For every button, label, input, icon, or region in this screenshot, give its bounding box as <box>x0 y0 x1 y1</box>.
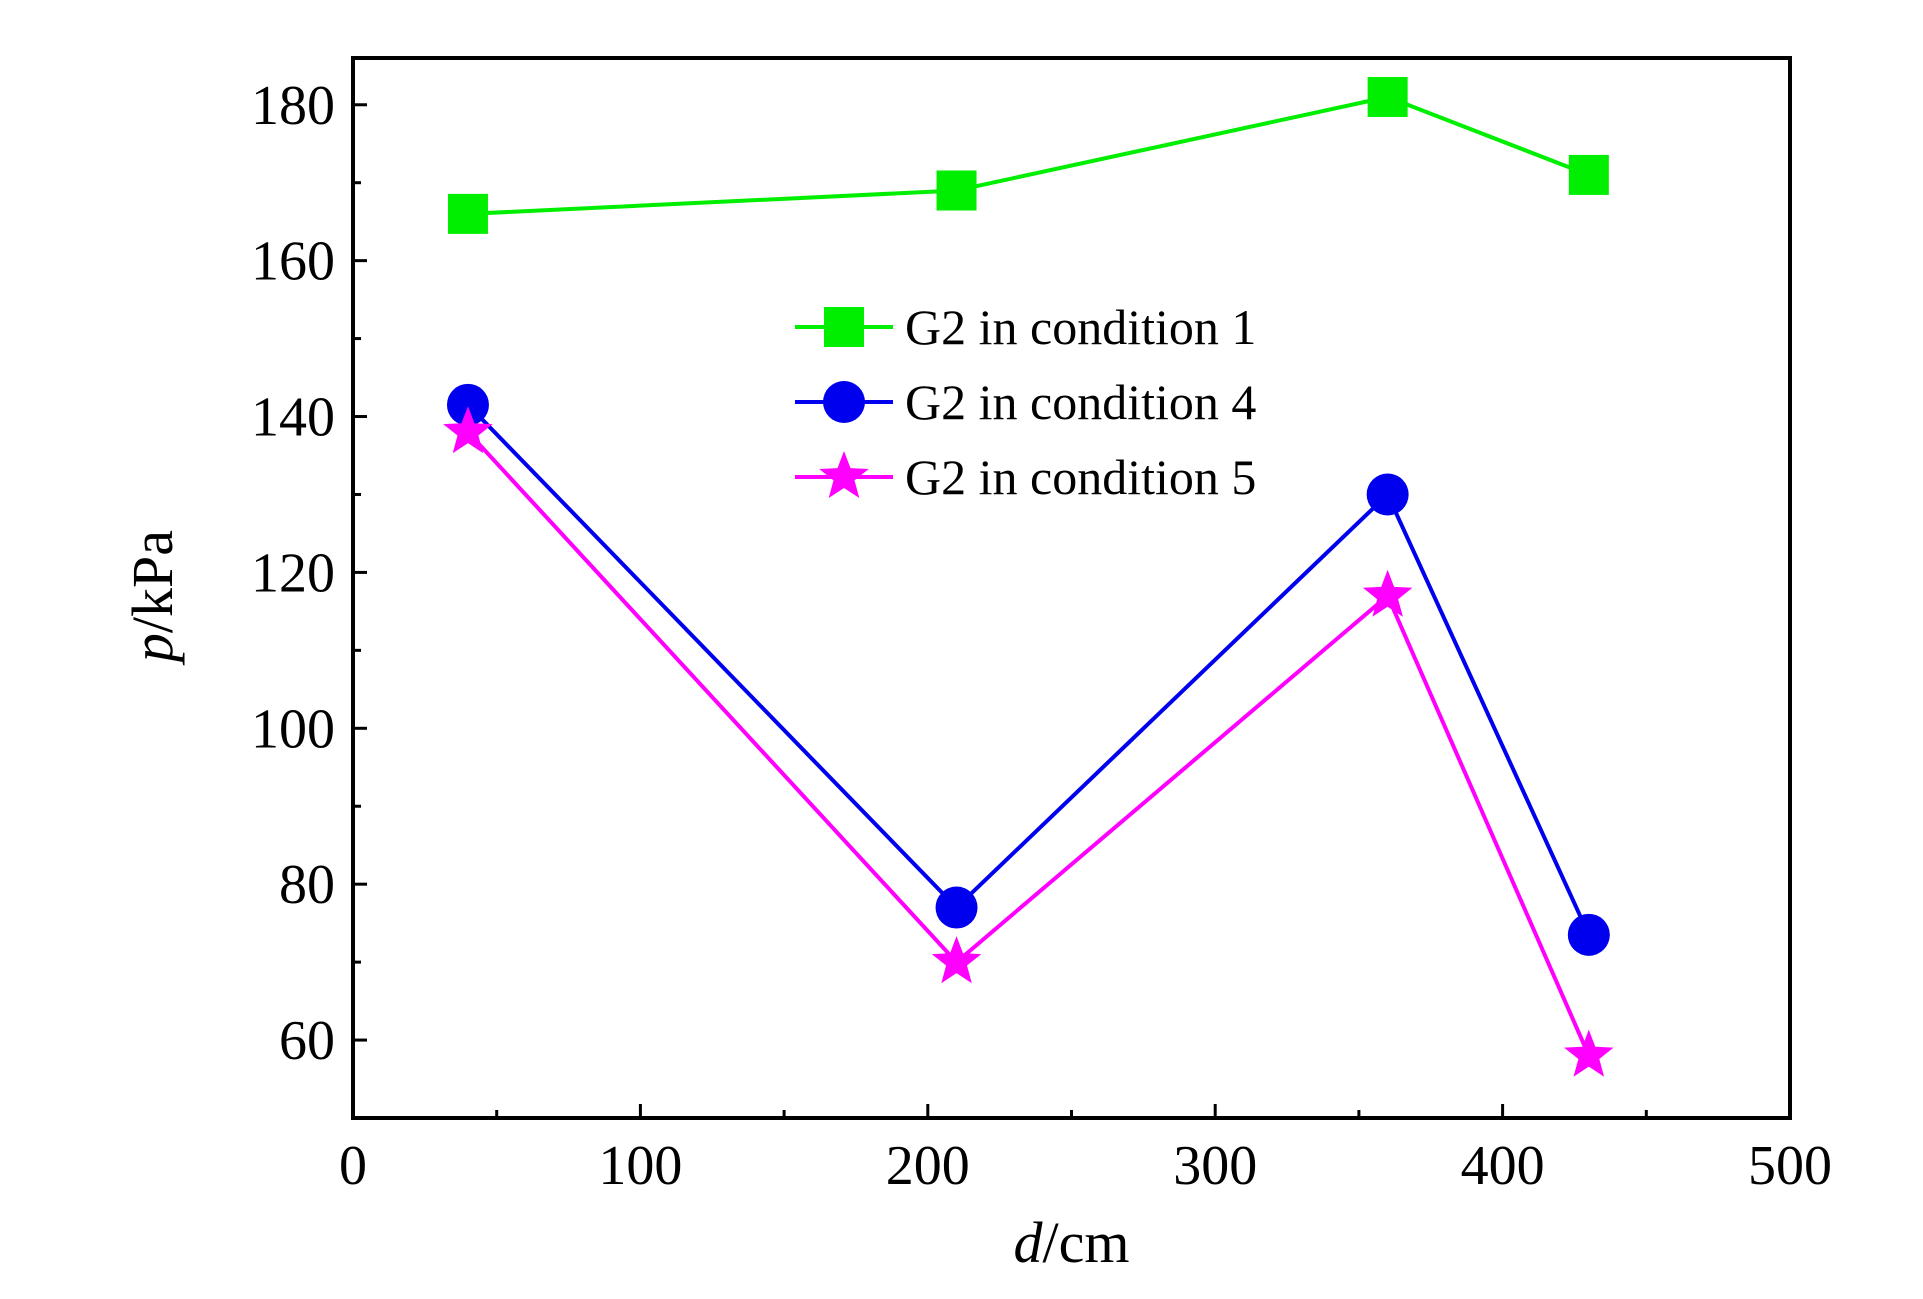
data-point <box>1568 154 1609 195</box>
y-axis-title: p/kPa <box>120 530 185 666</box>
legend-item: G2 in condition 1 <box>795 299 1256 355</box>
x-tick-label: 400 <box>1461 1135 1545 1197</box>
data-point <box>446 383 489 426</box>
x-tick-label: 100 <box>598 1135 682 1197</box>
series-line <box>467 94 1590 216</box>
y-tick-label: 160 <box>251 231 335 293</box>
legend-item: G2 in condition 4 <box>795 374 1256 430</box>
data-point <box>447 193 488 234</box>
legend-marker <box>824 307 864 347</box>
data-point <box>931 936 982 984</box>
data-point <box>1564 1029 1614 1077</box>
series-2 <box>446 383 1610 956</box>
plot-frame <box>351 56 1792 1120</box>
y-tick-label: 100 <box>251 698 335 760</box>
y-tick-label: 180 <box>251 75 335 137</box>
data-point <box>1366 473 1409 516</box>
y-tick-label: 140 <box>251 387 335 449</box>
x-tick-label: 200 <box>886 1135 970 1197</box>
legend-label: G2 in condition 4 <box>905 374 1256 430</box>
legend-label: G2 in condition 5 <box>905 449 1256 505</box>
data-point <box>1362 569 1413 617</box>
series-3 <box>443 406 1614 1077</box>
legend-marker <box>819 451 869 498</box>
data-point <box>443 406 493 454</box>
y-axis-title-variable: p <box>120 633 185 666</box>
x-tick-label: 300 <box>1173 1135 1257 1197</box>
legend-marker <box>823 381 865 423</box>
legend: G2 in condition 1 G2 in condition 4 G2 in … <box>795 299 1256 505</box>
y-tick-label: 120 <box>251 542 335 604</box>
series-line <box>466 403 1591 936</box>
x-tick-label: 0 <box>339 1135 367 1197</box>
data-point <box>936 170 977 211</box>
x-axis-title-unit: /cm <box>1043 1210 1130 1275</box>
x-axis-title: d/cm <box>1014 1210 1130 1275</box>
legend-label: G2 in condition 1 <box>905 299 1256 355</box>
x-tick-label: 500 <box>1748 1135 1832 1197</box>
series-1 <box>447 76 1609 234</box>
legend-item: G2 in condition 5 <box>795 449 1256 505</box>
data-point <box>1567 913 1610 956</box>
y-tick-label: 60 <box>279 1010 335 1072</box>
data-point <box>935 886 978 929</box>
y-tick-label: 80 <box>279 854 335 916</box>
x-axis-title-variable: d <box>1014 1210 1044 1275</box>
y-axis-title-unit: /kPa <box>120 530 185 633</box>
data-point <box>1367 76 1408 117</box>
series-line <box>466 430 1591 1057</box>
